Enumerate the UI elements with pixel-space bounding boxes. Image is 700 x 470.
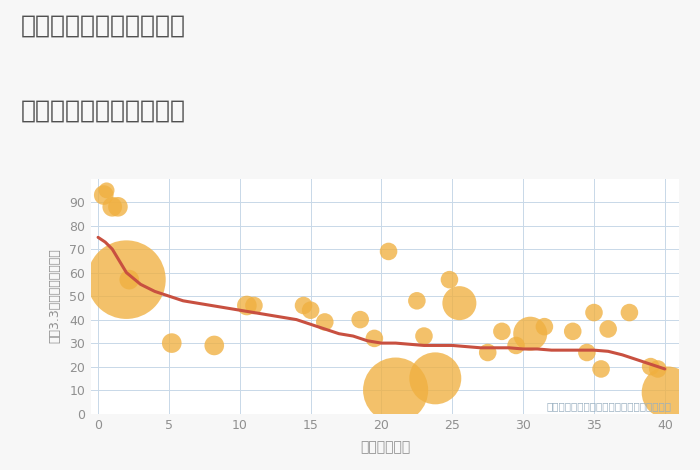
- Text: 三重県津市一志町片野の: 三重県津市一志町片野の: [21, 14, 186, 38]
- Point: [298, 302, 309, 309]
- Point: [248, 302, 260, 309]
- Point: [209, 342, 220, 349]
- Point: [112, 203, 123, 211]
- Point: [166, 339, 177, 347]
- Point: [596, 365, 607, 373]
- Point: [101, 187, 112, 194]
- Text: 円の大きさは、取引のあった物件面積を示す: 円の大きさは、取引のあった物件面積を示す: [547, 401, 672, 411]
- Point: [369, 335, 380, 342]
- Point: [319, 318, 330, 326]
- Point: [524, 330, 536, 337]
- Point: [98, 191, 109, 199]
- Point: [454, 299, 465, 307]
- Point: [412, 297, 423, 305]
- Point: [645, 363, 657, 370]
- Point: [652, 365, 664, 373]
- Text: 築年数別中古戸建て価格: 築年数別中古戸建て価格: [21, 99, 186, 123]
- Point: [124, 276, 135, 283]
- Point: [444, 276, 455, 283]
- Point: [662, 389, 673, 396]
- Point: [390, 386, 401, 394]
- Point: [581, 349, 592, 356]
- Point: [419, 332, 430, 340]
- Point: [355, 316, 366, 323]
- Point: [496, 328, 507, 335]
- X-axis label: 築年数（年）: 築年数（年）: [360, 440, 410, 454]
- Point: [624, 309, 635, 316]
- Point: [241, 302, 253, 309]
- Y-axis label: 坪（3.3㎡）単価（万円）: 坪（3.3㎡）単価（万円）: [48, 249, 61, 344]
- Point: [106, 203, 118, 211]
- Point: [567, 328, 578, 335]
- Point: [539, 323, 550, 330]
- Point: [305, 306, 316, 314]
- Point: [482, 349, 493, 356]
- Point: [430, 375, 441, 382]
- Point: [603, 325, 614, 333]
- Point: [589, 309, 600, 316]
- Point: [383, 248, 394, 255]
- Point: [121, 276, 132, 283]
- Point: [510, 342, 522, 349]
